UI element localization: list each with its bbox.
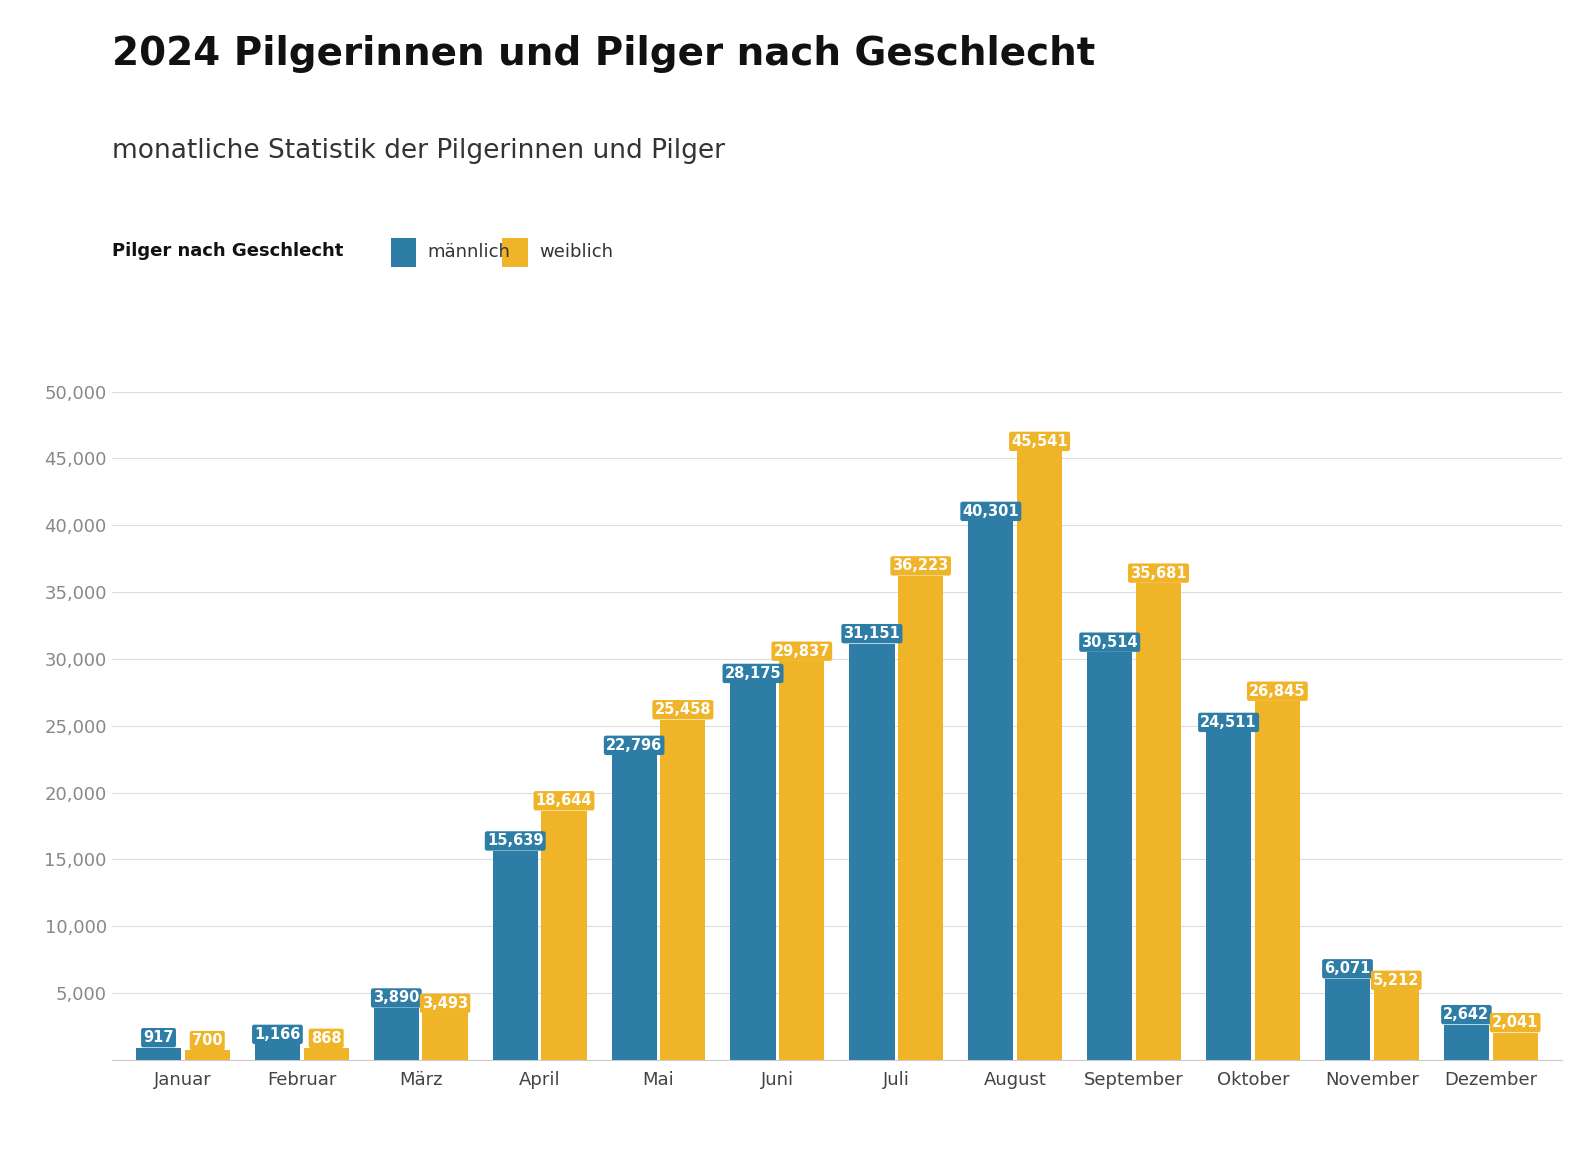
Bar <box>303 1048 349 1060</box>
Bar <box>493 851 537 1060</box>
Text: 2,642: 2,642 <box>1443 1007 1489 1022</box>
Text: männlich: männlich <box>427 243 510 262</box>
Bar <box>730 683 776 1060</box>
Text: 25,458: 25,458 <box>655 703 711 718</box>
Bar <box>1207 733 1251 1060</box>
Bar <box>185 1051 230 1060</box>
Text: 45,541: 45,541 <box>1011 434 1068 449</box>
Bar <box>373 1008 419 1060</box>
Bar <box>1492 1032 1538 1060</box>
Text: 700: 700 <box>191 1033 223 1048</box>
Text: 22,796: 22,796 <box>606 737 662 752</box>
Text: Pilger nach Geschlecht: Pilger nach Geschlecht <box>112 242 343 260</box>
Text: 24,511: 24,511 <box>1200 715 1258 730</box>
Text: weiblich: weiblich <box>539 243 612 262</box>
Text: 3,890: 3,890 <box>373 991 419 1006</box>
Text: 6,071: 6,071 <box>1325 961 1371 976</box>
Text: 36,223: 36,223 <box>893 559 948 574</box>
Bar <box>850 644 894 1060</box>
Bar <box>660 720 706 1060</box>
Bar <box>968 522 1014 1060</box>
Text: 868: 868 <box>311 1031 341 1046</box>
Bar <box>255 1044 300 1060</box>
Text: 30,514: 30,514 <box>1081 635 1138 650</box>
Bar <box>1374 991 1419 1060</box>
Text: 5,212: 5,212 <box>1372 972 1419 987</box>
Bar <box>1254 702 1301 1060</box>
Text: 2,041: 2,041 <box>1492 1015 1538 1030</box>
Text: 40,301: 40,301 <box>963 503 1019 518</box>
Text: 1,166: 1,166 <box>255 1026 301 1041</box>
Text: 35,681: 35,681 <box>1130 566 1188 581</box>
Bar <box>612 756 657 1060</box>
Bar <box>1325 979 1371 1060</box>
Text: 15,639: 15,639 <box>488 833 544 848</box>
Text: 26,845: 26,845 <box>1250 683 1305 699</box>
Bar <box>1137 583 1181 1060</box>
Bar <box>135 1047 182 1060</box>
Bar <box>1087 652 1132 1060</box>
Text: 28,175: 28,175 <box>725 666 781 681</box>
Bar <box>779 661 824 1060</box>
Bar <box>897 576 944 1060</box>
Text: 917: 917 <box>143 1030 174 1045</box>
Text: 2024 Pilgerinnen und Pilger nach Geschlecht: 2024 Pilgerinnen und Pilger nach Geschle… <box>112 35 1095 73</box>
Text: 3,493: 3,493 <box>422 995 469 1010</box>
Text: 31,151: 31,151 <box>843 627 901 642</box>
Text: 18,644: 18,644 <box>536 794 593 809</box>
Bar <box>542 811 587 1060</box>
Bar <box>422 1013 467 1060</box>
Text: monatliche Statistik der Pilgerinnen und Pilger: monatliche Statistik der Pilgerinnen und… <box>112 138 725 165</box>
Bar <box>1017 452 1062 1060</box>
Text: 29,837: 29,837 <box>773 644 830 659</box>
Bar <box>1444 1024 1489 1060</box>
